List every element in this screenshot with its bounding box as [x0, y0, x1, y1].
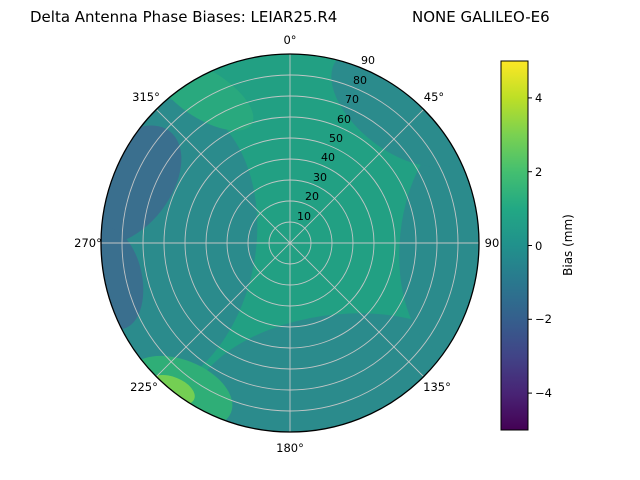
contour-left-blue-patch: [101, 226, 144, 330]
polar-outer-ring: [100, 53, 480, 433]
r-label-30: 30: [313, 171, 327, 184]
polar-grid: [100, 53, 480, 433]
theta-label-135: 135°: [423, 380, 451, 394]
cbar-tick-neg4: −4: [535, 386, 552, 400]
colorbar-gradient: [501, 61, 528, 430]
chart-title: Delta Antenna Phase Biases: LEIAR25.R4: [30, 8, 337, 26]
r-label-90: 90: [361, 54, 375, 67]
contour-left-lobe: [101, 99, 258, 397]
r-label-10: 10: [297, 210, 311, 223]
chart-title-secondary: NONE GALILEO-E6: [412, 8, 550, 26]
cbar-tick-2: 2: [535, 165, 542, 179]
theta-label-0: 0°: [283, 33, 296, 47]
radial-tick-labels: 10 20 30 40 50 60 70 80 90: [297, 54, 375, 223]
contour-right-lobe: [399, 125, 479, 355]
r-label-20: 20: [305, 190, 319, 203]
theta-label-225: 225°: [130, 380, 158, 394]
r-label-40: 40: [321, 151, 335, 164]
colorbar-axis-label: Bias (mm): [561, 214, 575, 276]
r-label-70: 70: [345, 93, 359, 106]
spoke-135-315: [156, 109, 424, 377]
theta-label-180: 180°: [276, 441, 304, 455]
cbar-tick-4: 4: [535, 91, 542, 105]
contour-bottom-lobe: [190, 313, 479, 432]
colorbar: 4 2 0 −2 −4 Bias (mm): [500, 60, 575, 431]
r-label-80: 80: [353, 74, 367, 87]
cbar-tick-neg2: −2: [535, 312, 552, 326]
r-label-50: 50: [329, 132, 343, 145]
theta-label-90: 90: [485, 236, 500, 250]
r-label-60: 60: [337, 113, 351, 126]
theta-label-270: 270°: [74, 236, 102, 250]
theta-label-45: 45°: [424, 90, 444, 104]
theta-tick-labels: 0° 45° 90 135° 180° 225° 270° 315°: [74, 33, 499, 455]
contour-topright-lobe: [331, 54, 465, 167]
cbar-tick-0: 0: [535, 239, 542, 253]
theta-label-315: 315°: [132, 90, 160, 104]
